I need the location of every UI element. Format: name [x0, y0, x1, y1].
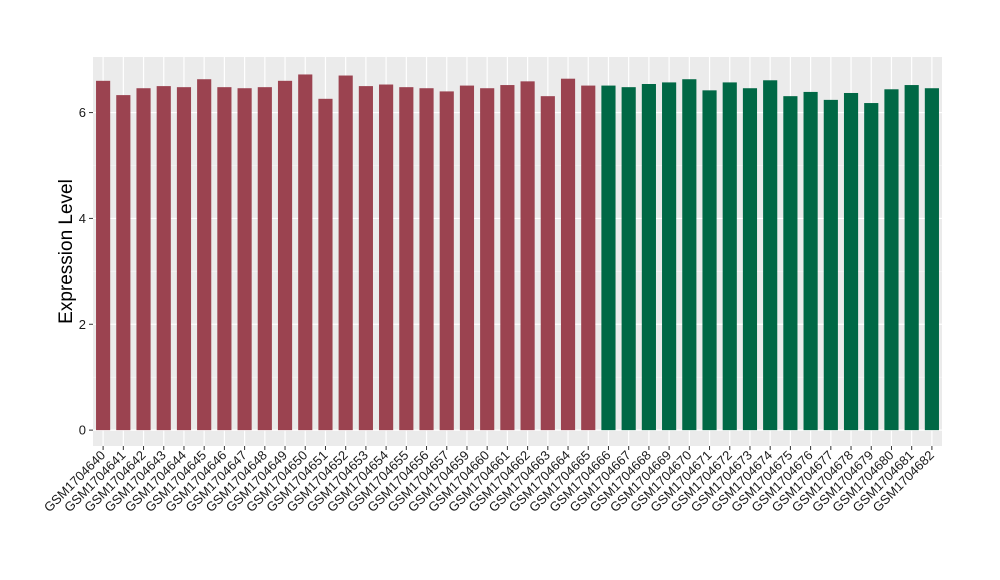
- y-axis-title: Expression Level: [56, 179, 77, 324]
- bar-GSM1704647: [237, 88, 252, 431]
- bar-GSM1704679: [864, 103, 879, 431]
- bar-GSM1704650: [298, 74, 313, 431]
- bar-GSM1704668: [641, 83, 656, 431]
- bars: [96, 74, 939, 431]
- bar-GSM1704672: [722, 82, 737, 431]
- bar-GSM1704662: [520, 81, 535, 431]
- x-axis: GSM1704640GSM1704641GSM1704642GSM1704643…: [41, 446, 937, 515]
- bar-GSM1704666: [601, 85, 616, 431]
- plot-panel: [93, 57, 942, 446]
- y-axis: 0 2 4 6: [79, 105, 93, 438]
- bar-GSM1704651: [318, 98, 333, 431]
- bar-GSM1704641: [116, 95, 131, 431]
- bar-GSM1704678: [843, 92, 859, 431]
- y-tick-label: 0: [79, 423, 86, 438]
- bar-GSM1704675: [783, 96, 798, 431]
- bar-GSM1704674: [763, 80, 778, 431]
- bar-GSM1704667: [621, 87, 636, 431]
- bar-GSM1704669: [662, 82, 677, 431]
- bar-GSM1704640: [96, 80, 111, 431]
- bar-GSM1704652: [338, 75, 353, 431]
- bar-GSM1704649: [277, 80, 293, 431]
- bar-GSM1704682: [924, 88, 939, 431]
- bar-GSM1704660: [480, 88, 495, 431]
- y-tick-label: 4: [79, 211, 86, 226]
- bar-GSM1704644: [176, 87, 192, 431]
- bar-GSM1704677: [823, 99, 838, 431]
- bar-GSM1704645: [197, 79, 212, 431]
- bar-GSM1704656: [419, 88, 434, 431]
- bar-GSM1704648: [257, 87, 272, 431]
- bar-GSM1704655: [399, 87, 414, 431]
- bar-GSM1704661: [500, 85, 515, 431]
- bar-GSM1704653: [358, 86, 373, 431]
- bar-GSM1704642: [136, 88, 151, 431]
- bar-GSM1704665: [581, 85, 596, 431]
- y-tick-label: 2: [79, 317, 86, 332]
- y-tick-label: 6: [79, 105, 86, 120]
- bar-GSM1704657: [439, 91, 454, 431]
- bar-GSM1704643: [156, 86, 171, 431]
- bar-GSM1704646: [217, 87, 232, 431]
- bar-GSM1704676: [803, 91, 818, 431]
- bar-GSM1704654: [379, 84, 394, 431]
- bar-GSM1704680: [884, 89, 899, 431]
- bar-GSM1704659: [459, 85, 475, 431]
- bar-GSM1704670: [682, 79, 697, 431]
- bar-GSM1704673: [742, 88, 758, 431]
- bar-GSM1704671: [702, 90, 717, 431]
- bar-GSM1704681: [904, 85, 919, 431]
- bar-GSM1704663: [540, 96, 555, 431]
- bar-GSM1704664: [560, 78, 576, 431]
